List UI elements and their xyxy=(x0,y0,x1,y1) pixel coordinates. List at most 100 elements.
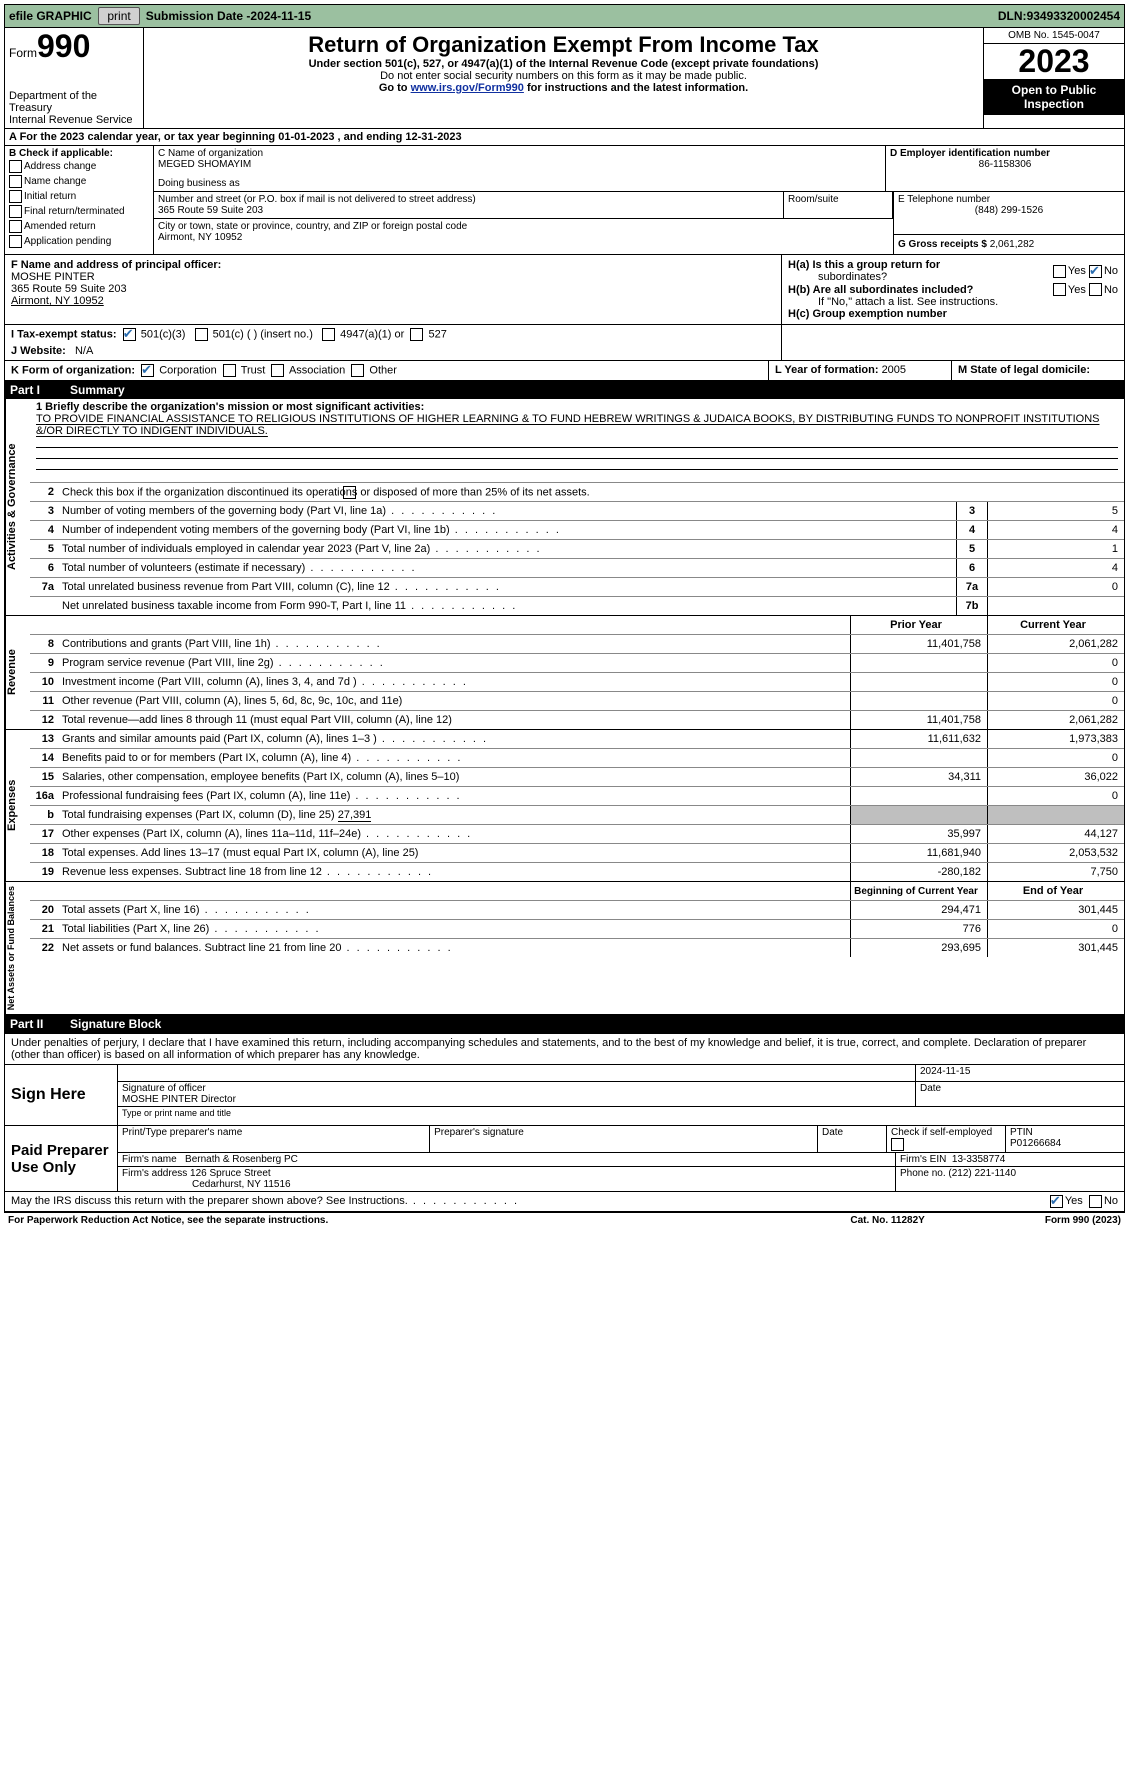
preparer-phone: (212) 221-1140 xyxy=(948,1168,1016,1179)
chk-initial-return[interactable]: Initial return xyxy=(9,189,149,204)
end-year-hdr: End of Year xyxy=(987,882,1124,900)
ein-value: 86-1158306 xyxy=(890,159,1120,170)
irs-link[interactable]: www.irs.gov/Form990 xyxy=(411,82,524,94)
chk-amended-return[interactable]: Amended return xyxy=(9,219,149,234)
line-14: Benefits paid to or for members (Part IX… xyxy=(58,751,850,765)
dba-label: Doing business as xyxy=(158,178,881,189)
addr-value: 365 Route 59 Suite 203 xyxy=(158,205,779,216)
ha-yes[interactable] xyxy=(1053,265,1066,278)
chk-self-employed[interactable] xyxy=(891,1138,904,1151)
side-exp-label: Expenses xyxy=(5,730,30,881)
prior-year-hdr: Prior Year xyxy=(850,616,987,634)
sign-here-label: Sign Here xyxy=(5,1065,118,1125)
chk-assoc[interactable] xyxy=(271,364,284,377)
val-3: 5 xyxy=(988,502,1124,520)
line-19: Revenue less expenses. Subtract line 18 … xyxy=(58,865,850,879)
val-7b xyxy=(988,597,1124,615)
line-11: Other revenue (Part VIII, column (A), li… xyxy=(58,694,850,708)
section-revenue: Revenue Prior YearCurrent Year 8Contribu… xyxy=(4,616,1125,730)
org-name: MEGED SHOMAYIM xyxy=(158,159,881,170)
chk-501c[interactable] xyxy=(195,328,208,341)
line-12: Total revenue—add lines 8 through 11 (mu… xyxy=(58,713,850,727)
side-gov-label: Activities & Governance xyxy=(5,399,30,615)
paid-preparer-label: Paid Preparer Use Only xyxy=(5,1126,118,1191)
sign-date: 2024-11-15 xyxy=(916,1065,1124,1082)
firm-ein: 13-3358774 xyxy=(952,1154,1005,1165)
chk-discontinued[interactable] xyxy=(343,486,356,499)
firm-addr2: Cedarhurst, NY 11516 xyxy=(192,1179,291,1190)
discuss-no[interactable] xyxy=(1089,1195,1102,1208)
section-fh: F Name and address of principal officer:… xyxy=(4,255,1125,325)
footer-cat: Cat. No. 11282Y xyxy=(850,1215,924,1226)
chk-other[interactable] xyxy=(351,364,364,377)
dln-label: DLN: xyxy=(998,9,1027,23)
chk-4947[interactable] xyxy=(322,328,335,341)
section-governance: Activities & Governance 1 Briefly descri… xyxy=(4,399,1125,616)
col-b-checkboxes: B Check if applicable: Address change Na… xyxy=(5,146,154,254)
irs-label: Internal Revenue Service xyxy=(9,114,139,126)
m-label: M State of legal domicile: xyxy=(958,364,1090,376)
form-subtitle-3: Go to www.irs.gov/Form990 for instructio… xyxy=(148,82,979,94)
side-rev-label: Revenue xyxy=(5,616,30,729)
hb-note: If "No," attach a list. See instructions… xyxy=(818,296,1118,308)
line-7a: Total unrelated business revenue from Pa… xyxy=(58,580,956,594)
line-16b: Total fundraising expenses (Part IX, col… xyxy=(58,808,850,822)
side-net-label: Net Assets or Fund Balances xyxy=(5,882,30,1014)
hc-label: H(c) Group exemption number xyxy=(788,308,947,320)
print-button[interactable]: print xyxy=(98,7,139,25)
period-begin: 01-01-2023 xyxy=(278,131,334,143)
perjury-declaration: Under penalties of perjury, I declare th… xyxy=(5,1034,1124,1064)
chk-address-change[interactable]: Address change xyxy=(9,159,149,174)
dept-treasury: Department of the Treasury xyxy=(9,90,139,114)
website-value: N/A xyxy=(75,345,93,357)
chk-corp[interactable] xyxy=(141,364,154,377)
line-5: Total number of individuals employed in … xyxy=(58,542,956,556)
room-label: Room/suite xyxy=(784,192,893,218)
chk-final-return[interactable]: Final return/terminated xyxy=(9,204,149,219)
submission-date: 2024-11-15 xyxy=(250,9,311,23)
efile-label: efile GRAPHIC xyxy=(9,9,92,23)
ha-no[interactable] xyxy=(1089,265,1102,278)
form-number: 990 xyxy=(37,28,90,64)
section-netassets: Net Assets or Fund Balances Beginning of… xyxy=(4,882,1125,1015)
line-21: Total liabilities (Part X, line 26) xyxy=(58,922,850,936)
line-1: 1 Briefly describe the organization's mi… xyxy=(30,399,1124,482)
form-subtitle-2: Do not enter social security numbers on … xyxy=(148,70,979,82)
part1-header: Part I Summary xyxy=(4,381,1125,399)
line-9: Program service revenue (Part VIII, line… xyxy=(58,656,850,670)
hb-yes[interactable] xyxy=(1053,283,1066,296)
city-value: Airmont, NY 10952 xyxy=(158,232,889,243)
chk-501c3[interactable] xyxy=(123,328,136,341)
officer-sig-name: MOSHE PINTER Director xyxy=(122,1094,911,1105)
line-18: Total expenses. Add lines 13–17 (must eq… xyxy=(58,846,850,860)
org-name-label: C Name of organization xyxy=(158,148,881,159)
chk-name-change[interactable]: Name change xyxy=(9,174,149,189)
chk-527[interactable] xyxy=(410,328,423,341)
dln-value: 93493320002454 xyxy=(1027,9,1120,23)
part2-header: Part II Signature Block xyxy=(4,1015,1125,1033)
val-7a: 0 xyxy=(988,578,1124,596)
discuss-yes[interactable] xyxy=(1050,1195,1063,1208)
k-label: K Form of organization: xyxy=(11,364,135,376)
current-year-hdr: Current Year xyxy=(987,616,1124,634)
hb-no[interactable] xyxy=(1089,283,1102,296)
self-employed-cell: Check if self-employed xyxy=(887,1126,1006,1152)
gross-value: 2,061,282 xyxy=(990,239,1035,250)
hb-label: H(b) Are all subordinates included? xyxy=(788,284,973,296)
row-a-period: A For the 2023 calendar year, or tax yea… xyxy=(4,129,1125,146)
line-10: Investment income (Part VIII, column (A)… xyxy=(58,675,850,689)
form-word: Form xyxy=(9,46,37,60)
section-expenses: Expenses 13Grants and similar amounts pa… xyxy=(4,730,1125,882)
firm-name: Bernath & Rosenberg PC xyxy=(185,1154,298,1165)
addr-label: Number and street (or P.O. box if mail i… xyxy=(158,194,779,205)
chk-application-pending[interactable]: Application pending xyxy=(9,234,149,249)
period-end: 12-31-2023 xyxy=(405,131,461,143)
tel-label: E Telephone number xyxy=(898,194,1120,205)
page-footer: For Paperwork Reduction Act Notice, see … xyxy=(4,1212,1125,1228)
ha-label: H(a) Is this a group return for xyxy=(788,259,940,271)
ptin-value: P01266684 xyxy=(1010,1138,1061,1149)
line-7b: Net unrelated business taxable income fr… xyxy=(58,599,956,613)
line-20: Total assets (Part X, line 16) xyxy=(58,903,850,917)
ein-label: D Employer identification number xyxy=(890,148,1120,159)
chk-trust[interactable] xyxy=(223,364,236,377)
